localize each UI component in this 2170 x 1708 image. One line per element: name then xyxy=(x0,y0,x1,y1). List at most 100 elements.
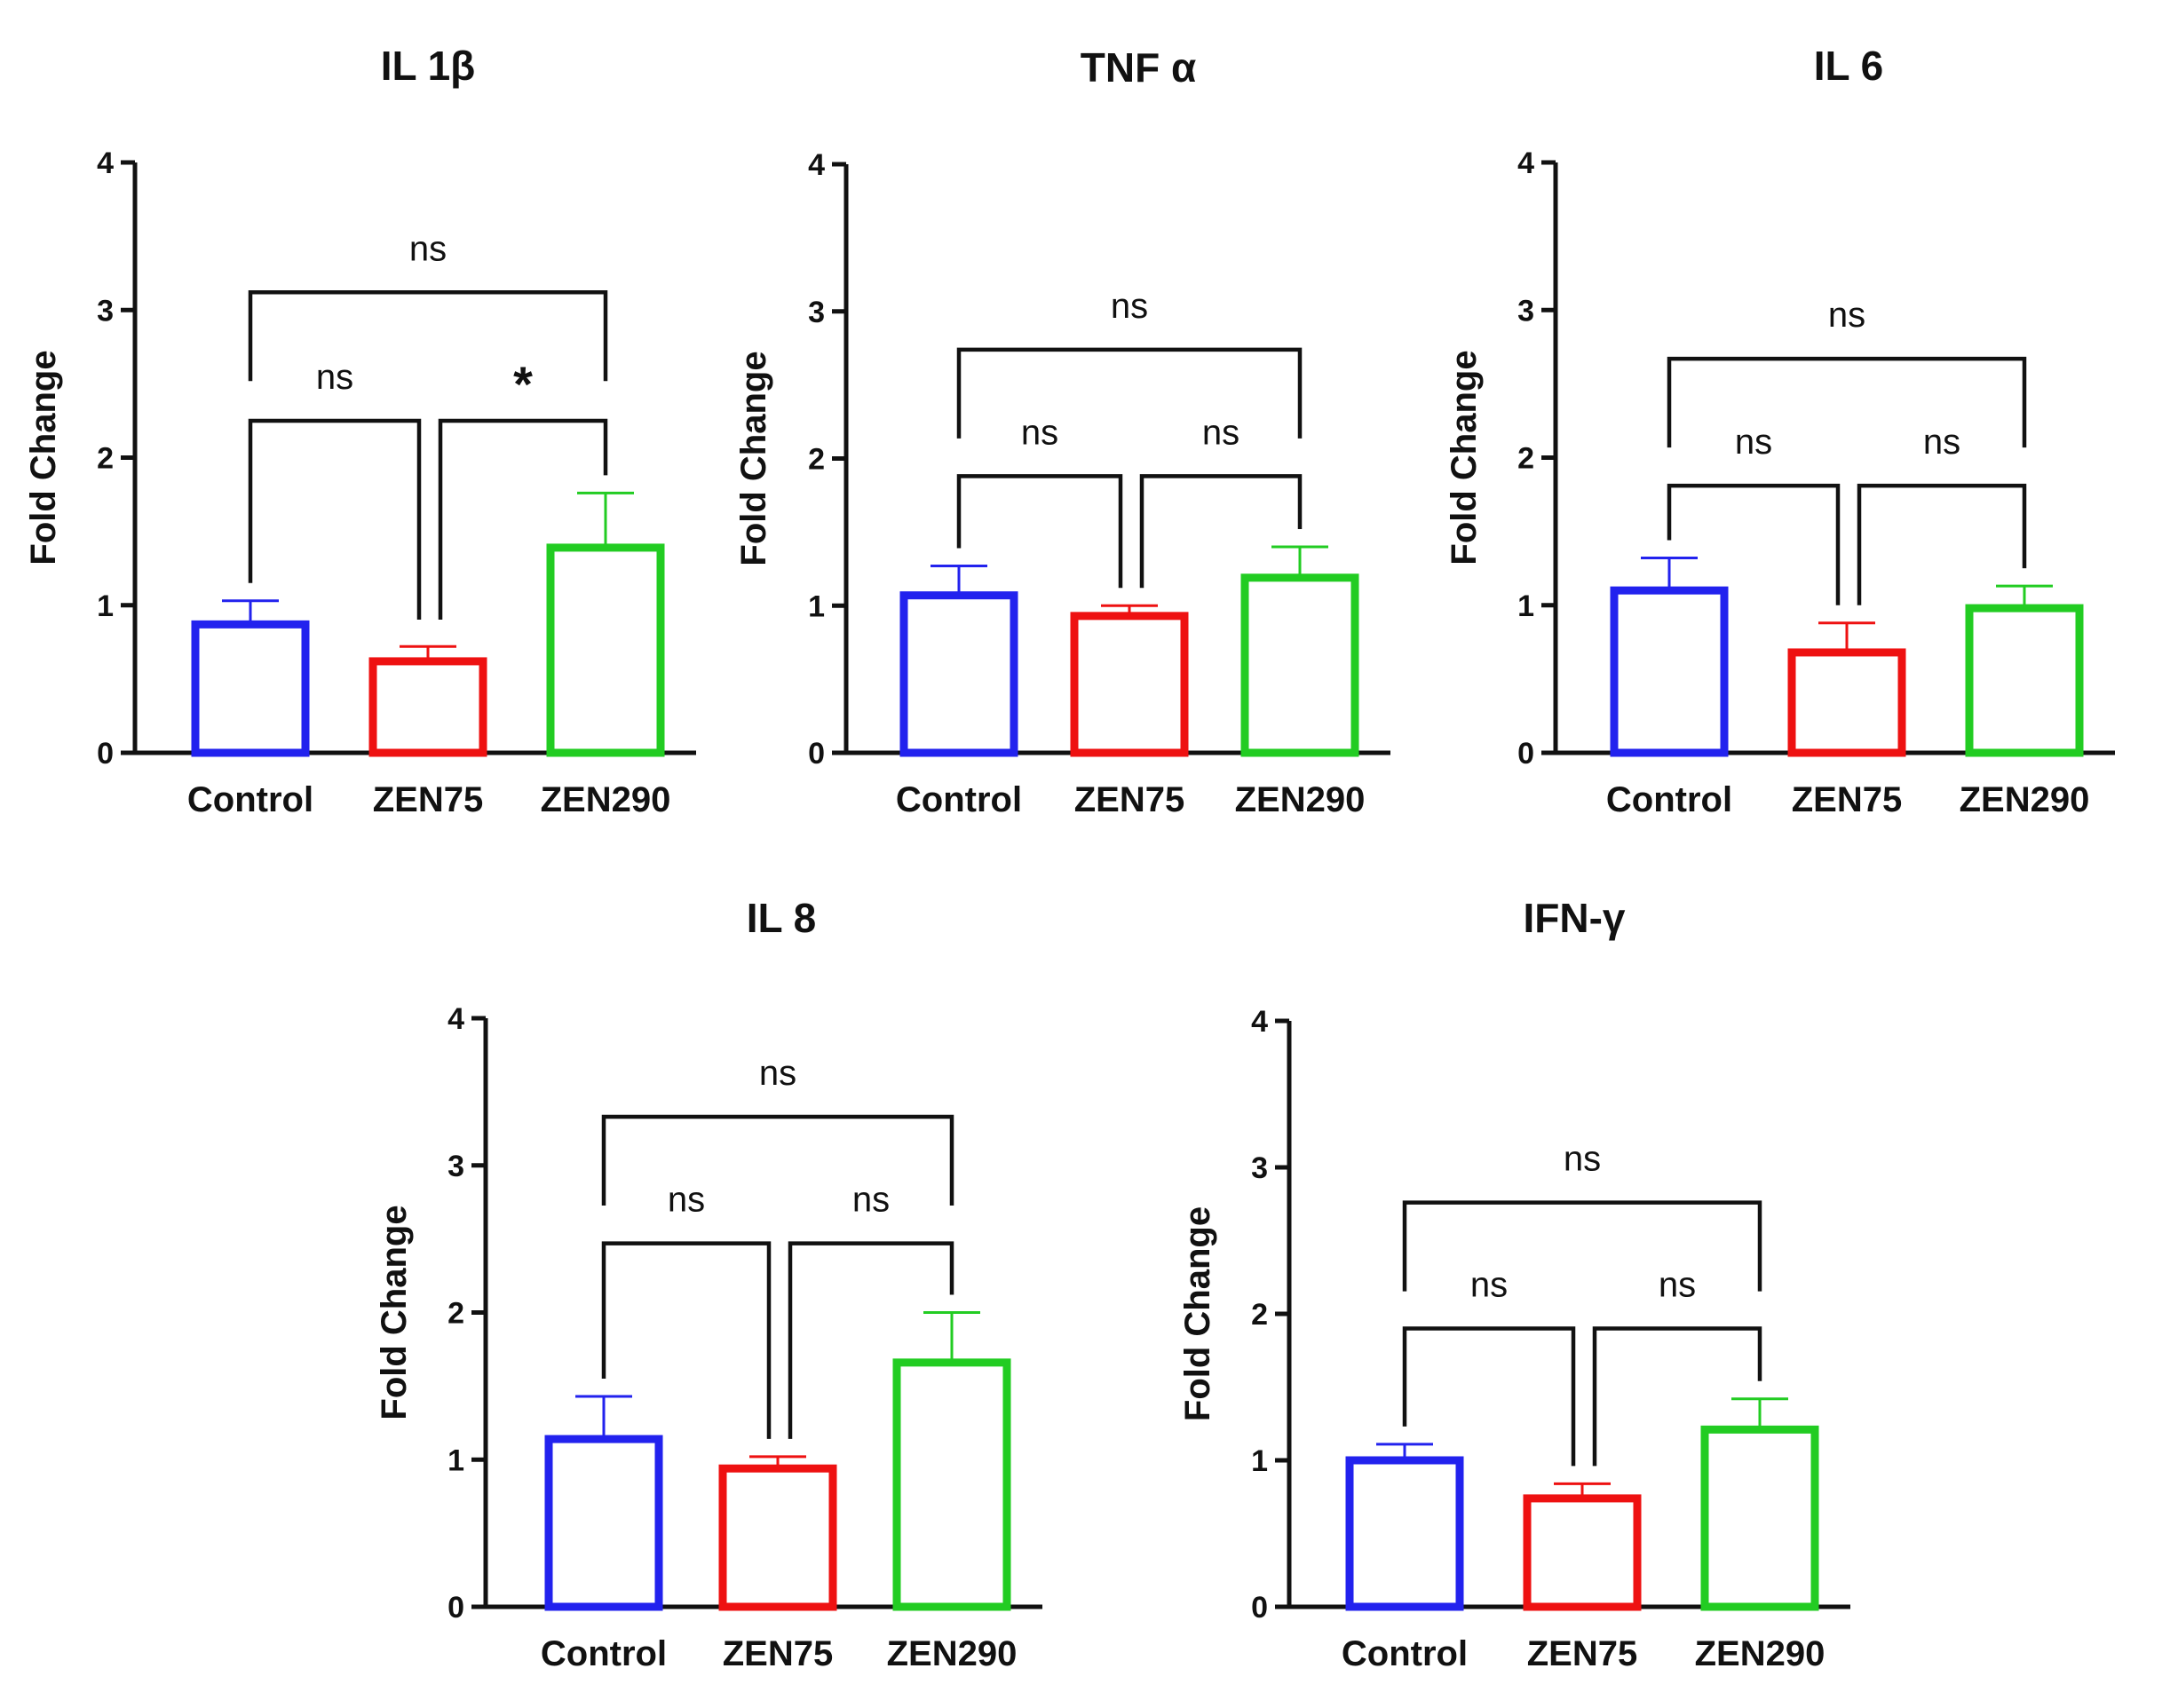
y-tick-label: 4 xyxy=(447,1002,464,1036)
chart-title: IL 8 xyxy=(747,895,816,941)
bar-zen290 xyxy=(892,1358,1011,1611)
significance-bracket xyxy=(788,1241,954,1439)
y-tick-label: 2 xyxy=(1517,442,1534,476)
y-tick-label: 4 xyxy=(1251,1005,1268,1039)
y-tick-label: 0 xyxy=(447,1591,464,1625)
y-tick-label: 0 xyxy=(1517,737,1534,771)
significance-bracket xyxy=(601,1241,772,1439)
bar-zen290 xyxy=(546,543,665,757)
significance-label: ns xyxy=(759,1054,796,1093)
category-label: Control xyxy=(187,780,313,819)
chart-panel-1: IL 1β 0 1 2 3 4 Fold Change Control ZEN75 ZEN290 n… xyxy=(24,43,696,819)
y-axis-label: Fold Change xyxy=(24,350,63,565)
bar-zen290 xyxy=(1965,604,2084,757)
bar-zen75 xyxy=(1523,1494,1642,1611)
significance-bracket xyxy=(601,1114,954,1206)
significance-bracket xyxy=(956,474,1123,589)
category-label: ZEN75 xyxy=(1074,780,1185,819)
significance-label: ns xyxy=(316,358,353,397)
y-tick-label: 4 xyxy=(97,146,114,180)
significance-label: ns xyxy=(409,229,447,268)
chart-title: IFN-γ xyxy=(1524,895,1626,941)
significance-label: ns xyxy=(1828,296,1865,335)
category-label: ZEN75 xyxy=(723,1634,834,1673)
significance-bracket xyxy=(1667,356,2027,448)
chart-panel-3: IL 6 0 1 2 3 4 Fold Change Control ZEN75 ZEN290 ns… xyxy=(1445,43,2115,819)
bar-zen290 xyxy=(1240,573,1359,757)
chart-title: TNF α xyxy=(1081,44,1196,91)
significance-label: ns xyxy=(1735,423,1772,462)
chart-title: IL 1β xyxy=(381,43,476,89)
significance-label: ns xyxy=(1564,1140,1601,1179)
significance-label: ns xyxy=(1111,287,1148,326)
y-tick-label: 3 xyxy=(808,296,825,329)
bar-control xyxy=(544,1435,663,1611)
bar-control xyxy=(191,620,310,757)
y-tick-label: 2 xyxy=(447,1297,464,1331)
category-label: Control xyxy=(1606,780,1732,819)
y-tick-label: 0 xyxy=(1251,1591,1268,1625)
category-label: ZEN290 xyxy=(541,780,671,819)
significance-bracket xyxy=(438,418,608,620)
y-tick-label: 1 xyxy=(1517,589,1534,623)
y-axis-label: Fold Change xyxy=(1445,350,1484,565)
significance-label: ns xyxy=(1470,1266,1508,1305)
category-label: ZEN290 xyxy=(1235,780,1366,819)
chart-title: IL 6 xyxy=(1814,43,1883,89)
y-tick-label: 3 xyxy=(447,1150,464,1183)
y-tick-label: 0 xyxy=(97,737,114,771)
y-axis-label: Fold Change xyxy=(734,351,773,565)
significance-label: ns xyxy=(852,1181,890,1220)
y-tick-label: 1 xyxy=(808,589,825,623)
bar-zen75 xyxy=(1787,648,1906,757)
bar-zen75 xyxy=(368,657,487,757)
category-label: ZEN290 xyxy=(887,1634,1018,1673)
significance-bracket xyxy=(1667,483,1841,605)
bar-zen75 xyxy=(1070,612,1189,757)
significance-label: ns xyxy=(1923,423,1960,462)
significance-bracket xyxy=(248,418,422,620)
y-tick-label: 4 xyxy=(1517,146,1534,180)
significance-bracket xyxy=(1139,474,1303,589)
y-tick-label: 3 xyxy=(1517,294,1534,328)
significance-bracket xyxy=(1592,1326,1762,1467)
category-label: ZEN290 xyxy=(1695,1634,1825,1673)
significance-label: ns xyxy=(1202,413,1239,452)
significance-bracket xyxy=(1402,1200,1762,1292)
category-label: ZEN75 xyxy=(1527,1634,1638,1673)
y-tick-label: 1 xyxy=(97,589,114,623)
significance-bracket xyxy=(956,347,1303,439)
category-label: Control xyxy=(541,1634,667,1673)
significance-label: ns xyxy=(1021,413,1058,452)
y-axis-label: Fold Change xyxy=(375,1205,414,1419)
bar-zen290 xyxy=(1700,1425,1819,1611)
category-label: Control xyxy=(896,780,1022,819)
significance-bracket xyxy=(248,290,608,382)
chart-panel-4: IL 8 0 1 2 3 4 Fold Change Control ZEN75 ZEN290 ns… xyxy=(375,895,1042,1673)
y-tick-label: 1 xyxy=(447,1443,464,1477)
significance-bracket xyxy=(1402,1326,1576,1467)
y-tick-label: 3 xyxy=(1251,1151,1268,1185)
y-tick-label: 1 xyxy=(1251,1444,1268,1478)
y-tick-label: 3 xyxy=(97,294,114,328)
category-label: ZEN290 xyxy=(1960,780,2090,819)
category-label: ZEN75 xyxy=(1792,780,1903,819)
y-tick-label: 2 xyxy=(97,442,114,476)
chart-panel-2: TNF α 0 1 2 3 4 Fold Change Control ZEN75 ZEN290 n… xyxy=(734,44,1390,819)
bar-control xyxy=(899,591,1018,757)
y-axis-label: Fold Change xyxy=(1178,1206,1217,1421)
category-label: ZEN75 xyxy=(373,780,484,819)
y-tick-label: 2 xyxy=(1251,1298,1268,1332)
significance-label: ns xyxy=(1659,1266,1696,1305)
significance-bracket xyxy=(1857,483,2027,605)
chart-panel-5: IFN-γ 0 1 2 3 4 Fold Change Control ZEN75 ZEN290 n… xyxy=(1178,895,1850,1673)
significance-label: ns xyxy=(668,1181,705,1220)
bar-control xyxy=(1610,586,1729,757)
y-tick-label: 0 xyxy=(808,737,825,771)
significance-label: * xyxy=(513,356,533,412)
bar-zen75 xyxy=(718,1464,837,1611)
y-tick-label: 2 xyxy=(808,443,825,477)
category-label: Control xyxy=(1342,1634,1468,1673)
